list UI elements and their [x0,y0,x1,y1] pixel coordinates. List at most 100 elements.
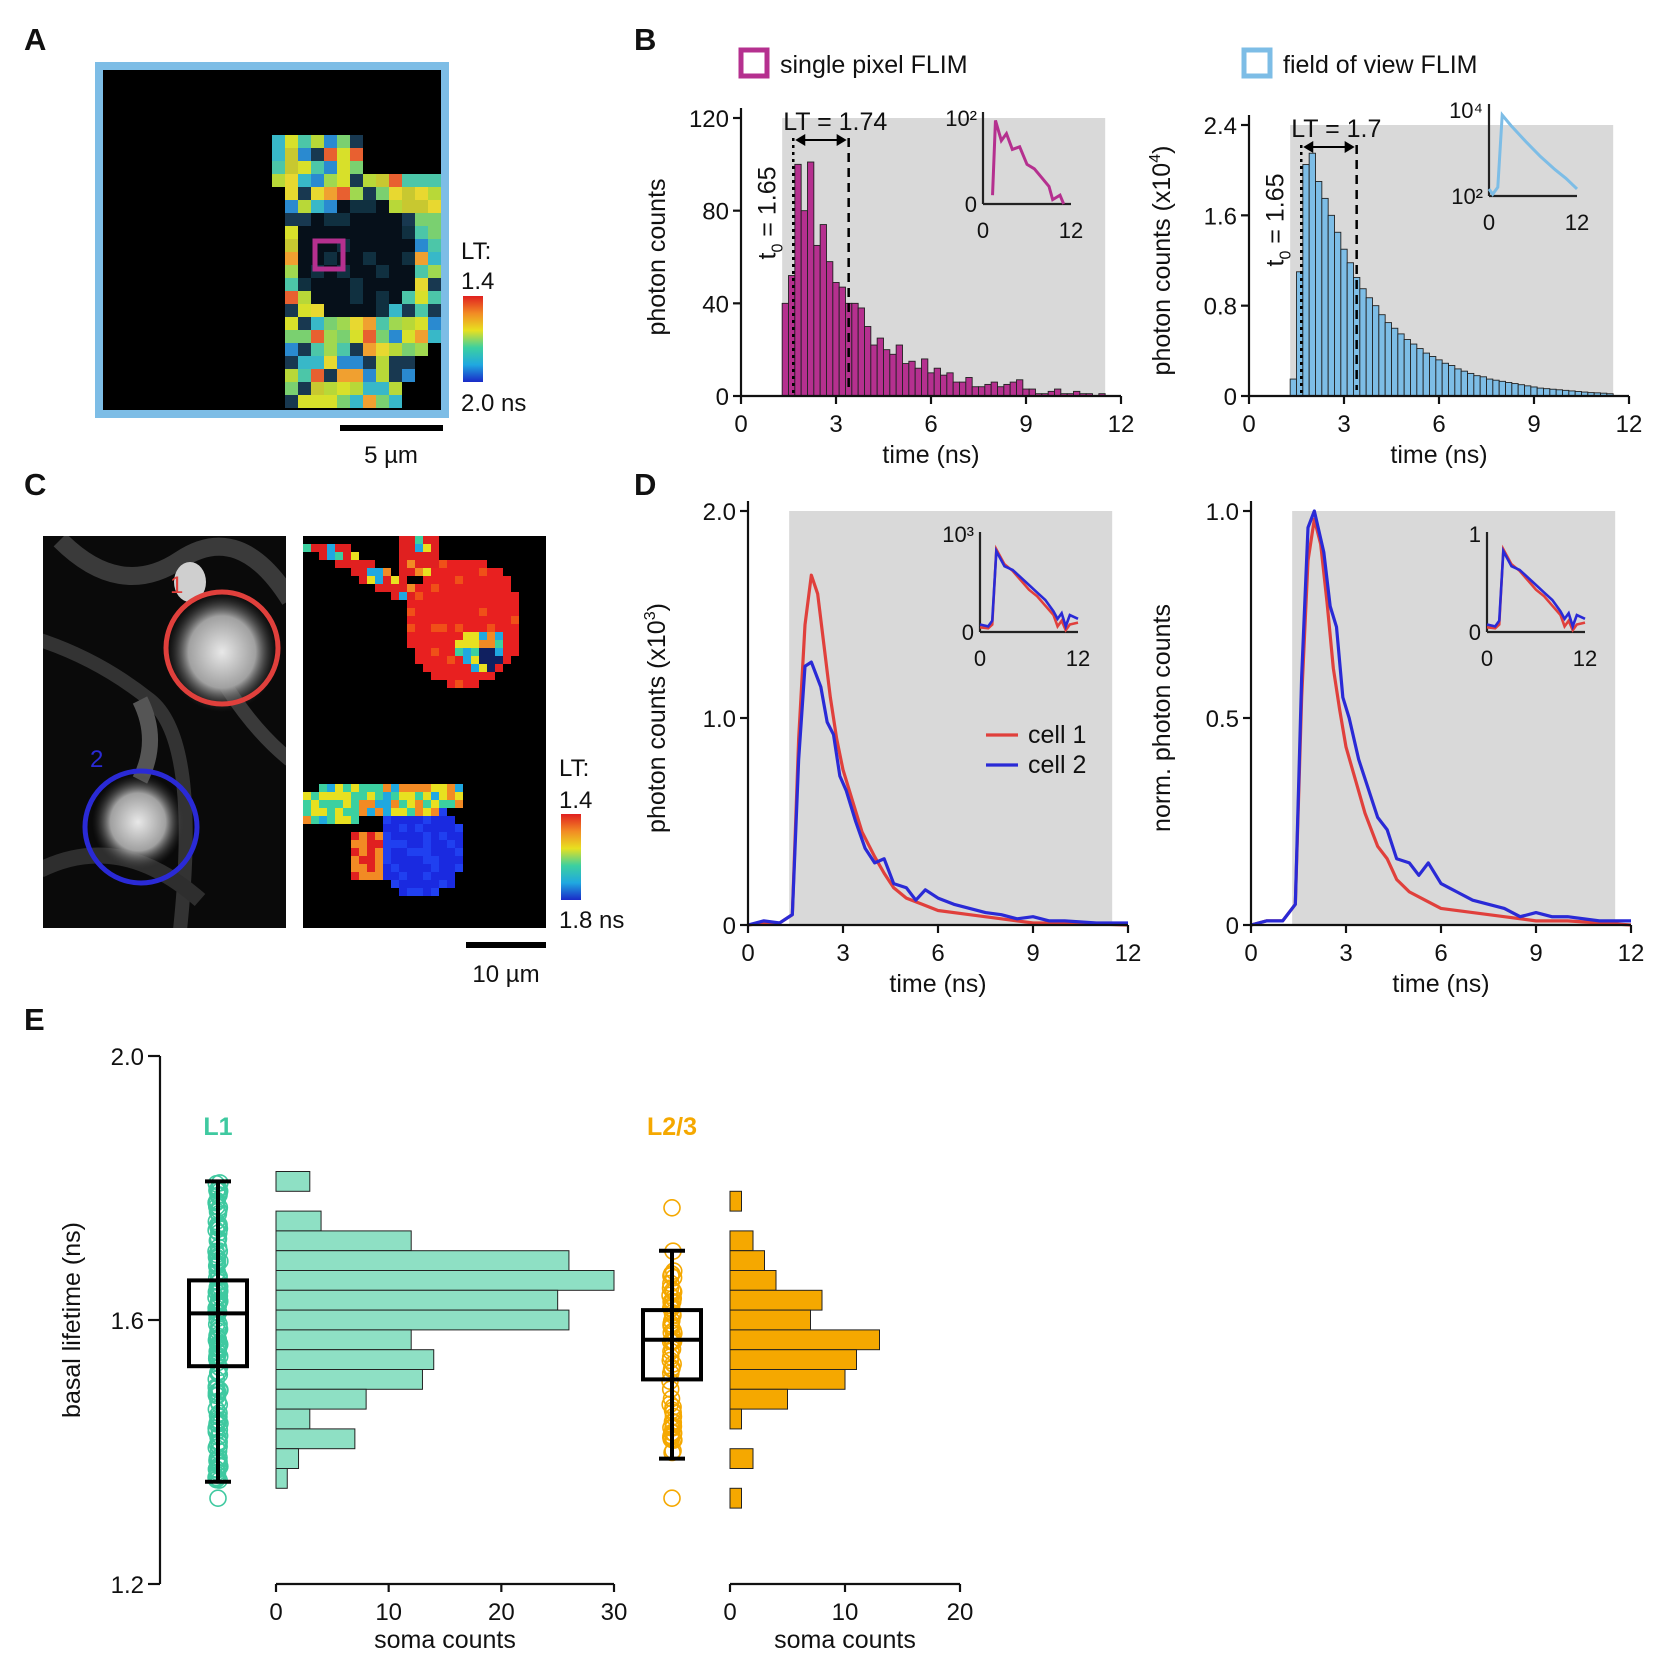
flim-pixel [272,135,285,148]
flim-pixel [415,265,428,278]
flim-pixel [479,576,487,584]
histogram-bar [1016,379,1024,397]
panel-label-d: D [634,467,656,502]
flim-pixel [324,304,337,317]
flim-pixel [375,808,383,816]
flim-pixel [383,848,391,856]
x-tick-label: 9 [1026,940,1039,967]
flim-pixel [376,239,389,252]
flim-pixel [463,568,471,576]
flim-pixel [311,304,324,317]
histogram-bar [794,163,802,397]
flim-pixel [423,600,431,608]
flim-pixel [407,544,415,552]
y-axis-label: photon counts [643,178,671,335]
histogram-bar [275,1408,311,1430]
flim-pixel [415,343,428,356]
flim-pixel [335,784,343,792]
y-axis-label: photon counts (x103) [642,603,671,833]
histogram-bar [876,337,884,397]
flim-pixel [439,832,447,840]
flim-pixel [389,265,402,278]
flim-pixel [327,792,335,800]
flim-pixel [455,832,463,840]
flim-pixel [350,161,363,174]
flim-pixel [375,848,383,856]
flim-pixel [311,369,324,382]
legend-single-pixel-swatch [738,47,770,79]
flim-pixel [439,880,447,888]
flim-pixel [431,888,439,896]
flim-pixel [359,568,367,576]
flim-pixel [311,213,324,226]
flim-pixel [399,560,407,568]
flim-pixel [376,291,389,304]
flim-pixel [439,640,447,648]
y-tick-label: 0 [1224,384,1237,411]
flim-pixel [447,632,455,640]
flim-pixel [391,576,399,584]
flim-pixel [415,592,423,600]
flim-pixel [428,330,441,343]
flim-pixel [495,656,503,664]
flim-pixel [350,278,363,291]
x-tick-label: 3 [1337,411,1350,438]
flim-pixel [337,343,350,356]
chart-d-left: 0 3 6 9 12 0 1.0 2.0 time (ns) photon counts (x10… [642,499,1141,998]
soma-1-bright-spot [174,562,206,602]
flim-pixel [376,200,389,213]
flim-pixel [363,265,376,278]
flim-pixel [407,880,415,888]
flim-pixel [495,608,503,616]
flim-pixel [407,584,415,592]
flim-pixel [327,552,335,560]
flim-pixel [487,624,495,632]
flim-pixel [363,343,376,356]
flim-pixel [471,608,479,616]
flim-pixel [351,800,359,808]
flim-pixel [431,872,439,880]
flim-pixel [359,848,367,856]
group-label: L1 [203,1113,232,1141]
flim-pixel [487,568,495,576]
flim-pixel [383,864,391,872]
flim-pixel [285,395,298,408]
inset-y-tick-label: 10⁴ [1449,98,1483,123]
flim-pixel [428,174,441,187]
flim-pixel [399,856,407,864]
flim-pixel [298,343,311,356]
histogram-bar [275,1309,570,1331]
flim-pixel [439,584,447,592]
flim-pixel [447,576,455,584]
flim-pixel [375,832,383,840]
flim-pixel [337,304,350,317]
colorbar-a [463,296,483,382]
flim-pixel [431,672,439,680]
flim-pixel [423,536,431,544]
flim-pixel [399,848,407,856]
roi-cell-2-label: 2 [90,746,103,773]
flim-pixel [375,872,383,880]
histogram-bar [729,1408,742,1430]
flim-pixel [511,648,519,656]
flim-pixel [415,864,423,872]
x-tick-label: 0 [734,411,747,438]
flim-pixel [311,317,324,330]
flim-pixel [367,800,375,808]
flim-pixel [415,213,428,226]
flim-pixel [455,568,463,576]
flim-pixel [423,656,431,664]
flim-pixel [471,640,479,648]
histogram-bar [729,1309,811,1331]
flim-pixel [311,544,319,552]
flim-pixel [389,330,402,343]
flim-pixel [471,568,479,576]
flim-pixel [503,616,511,624]
flim-pixel [415,800,423,808]
flim-pixel [447,608,455,616]
flim-pixel [399,536,407,544]
flim-pixel [511,616,519,624]
flim-pixel [471,600,479,608]
flim-pixel [311,800,319,808]
panel-c-flim-content [303,536,519,896]
